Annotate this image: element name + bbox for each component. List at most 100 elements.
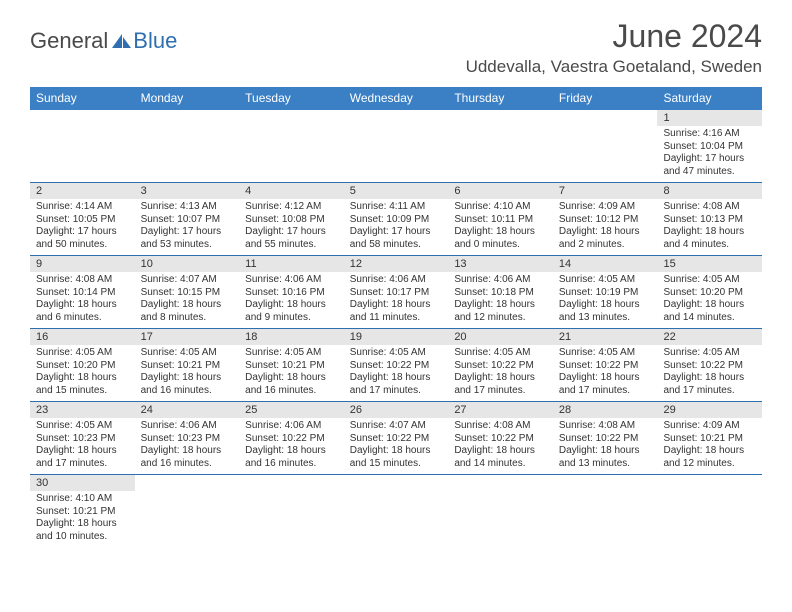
weekday-header: Thursday	[448, 87, 553, 110]
daylight-text: Daylight: 17 hours and 50 minutes.	[36, 226, 129, 251]
week-row: 2345678Sunrise: 4:14 AMSunset: 10:05 PMD…	[30, 183, 762, 256]
sunrise-text: Sunrise: 4:08 AM	[663, 201, 756, 214]
day-number: 7	[553, 183, 658, 199]
brand-text-1: General	[30, 28, 108, 54]
sunset-text: Sunset: 10:11 PM	[454, 214, 547, 227]
day-details: Sunrise: 4:09 AMSunset: 10:12 PMDaylight…	[553, 199, 658, 255]
weekday-header: Monday	[135, 87, 240, 110]
sunset-text: Sunset: 10:22 PM	[663, 360, 756, 373]
day-details: Sunrise: 4:05 AMSunset: 10:22 PMDaylight…	[553, 345, 658, 401]
details-row: Sunrise: 4:08 AMSunset: 10:14 PMDaylight…	[30, 272, 762, 328]
daylight-text: Daylight: 18 hours and 16 minutes.	[141, 445, 234, 470]
sunset-text: Sunset: 10:23 PM	[36, 433, 129, 446]
day-details: Sunrise: 4:11 AMSunset: 10:09 PMDaylight…	[344, 199, 449, 255]
day-number: 17	[135, 329, 240, 345]
day-details	[30, 126, 135, 182]
daylight-text: Daylight: 18 hours and 8 minutes.	[141, 299, 234, 324]
daylight-text: Daylight: 18 hours and 13 minutes.	[559, 299, 652, 324]
sunrise-text: Sunrise: 4:06 AM	[245, 274, 338, 287]
sunset-text: Sunset: 10:21 PM	[245, 360, 338, 373]
daylight-text: Daylight: 18 hours and 12 minutes.	[663, 445, 756, 470]
day-number: 25	[239, 402, 344, 418]
sunrise-text: Sunrise: 4:12 AM	[245, 201, 338, 214]
daylight-text: Daylight: 18 hours and 12 minutes.	[454, 299, 547, 324]
week-row: 16171819202122Sunrise: 4:05 AMSunset: 10…	[30, 329, 762, 402]
day-details: Sunrise: 4:06 AMSunset: 10:23 PMDaylight…	[135, 418, 240, 474]
sunrise-text: Sunrise: 4:09 AM	[663, 420, 756, 433]
sunrise-text: Sunrise: 4:05 AM	[559, 274, 652, 287]
day-number	[657, 475, 762, 491]
day-number: 15	[657, 256, 762, 272]
daylight-text: Daylight: 18 hours and 4 minutes.	[663, 226, 756, 251]
page: General Blue June 2024 Uddevalla, Vaestr…	[0, 0, 792, 547]
daylight-text: Daylight: 17 hours and 55 minutes.	[245, 226, 338, 251]
day-number: 24	[135, 402, 240, 418]
calendar: SundayMondayTuesdayWednesdayThursdayFrid…	[30, 87, 762, 547]
day-details: Sunrise: 4:06 AMSunset: 10:17 PMDaylight…	[344, 272, 449, 328]
details-row: Sunrise: 4:05 AMSunset: 10:23 PMDaylight…	[30, 418, 762, 474]
day-number	[344, 475, 449, 491]
sunrise-text: Sunrise: 4:05 AM	[36, 347, 129, 360]
day-number: 27	[448, 402, 553, 418]
day-details	[239, 491, 344, 547]
sunset-text: Sunset: 10:18 PM	[454, 287, 547, 300]
day-details: Sunrise: 4:13 AMSunset: 10:07 PMDaylight…	[135, 199, 240, 255]
daynum-row: 23242526272829	[30, 402, 762, 418]
day-details	[239, 126, 344, 182]
sunset-text: Sunset: 10:23 PM	[141, 433, 234, 446]
weekday-header-row: SundayMondayTuesdayWednesdayThursdayFrid…	[30, 87, 762, 110]
sunrise-text: Sunrise: 4:06 AM	[245, 420, 338, 433]
day-number: 4	[239, 183, 344, 199]
sunrise-text: Sunrise: 4:14 AM	[36, 201, 129, 214]
day-details: Sunrise: 4:08 AMSunset: 10:14 PMDaylight…	[30, 272, 135, 328]
details-row: Sunrise: 4:05 AMSunset: 10:20 PMDaylight…	[30, 345, 762, 401]
daylight-text: Daylight: 18 hours and 2 minutes.	[559, 226, 652, 251]
day-number	[135, 110, 240, 126]
sunset-text: Sunset: 10:19 PM	[559, 287, 652, 300]
sunrise-text: Sunrise: 4:06 AM	[454, 274, 547, 287]
day-number: 22	[657, 329, 762, 345]
day-details	[344, 491, 449, 547]
sunset-text: Sunset: 10:22 PM	[559, 360, 652, 373]
weekday-header: Tuesday	[239, 87, 344, 110]
day-number: 20	[448, 329, 553, 345]
daylight-text: Daylight: 18 hours and 17 minutes.	[36, 445, 129, 470]
daylight-text: Daylight: 18 hours and 16 minutes.	[141, 372, 234, 397]
sunrise-text: Sunrise: 4:16 AM	[663, 128, 756, 141]
details-row: Sunrise: 4:16 AMSunset: 10:04 PMDaylight…	[30, 126, 762, 182]
day-details	[135, 126, 240, 182]
daylight-text: Daylight: 18 hours and 11 minutes.	[350, 299, 443, 324]
weekday-header: Friday	[553, 87, 658, 110]
sunset-text: Sunset: 10:21 PM	[141, 360, 234, 373]
daylight-text: Daylight: 18 hours and 6 minutes.	[36, 299, 129, 324]
day-details	[553, 491, 658, 547]
daynum-row: 30	[30, 475, 762, 491]
day-details: Sunrise: 4:08 AMSunset: 10:22 PMDaylight…	[448, 418, 553, 474]
sunset-text: Sunset: 10:15 PM	[141, 287, 234, 300]
day-number	[553, 110, 658, 126]
sunrise-text: Sunrise: 4:07 AM	[350, 420, 443, 433]
sunset-text: Sunset: 10:09 PM	[350, 214, 443, 227]
sunrise-text: Sunrise: 4:05 AM	[350, 347, 443, 360]
sunrise-text: Sunrise: 4:05 AM	[36, 420, 129, 433]
day-number: 23	[30, 402, 135, 418]
sunset-text: Sunset: 10:20 PM	[663, 287, 756, 300]
details-row: Sunrise: 4:14 AMSunset: 10:05 PMDaylight…	[30, 199, 762, 255]
weekday-header: Saturday	[657, 87, 762, 110]
sunset-text: Sunset: 10:22 PM	[350, 433, 443, 446]
day-details	[553, 126, 658, 182]
day-details: Sunrise: 4:16 AMSunset: 10:04 PMDaylight…	[657, 126, 762, 182]
daylight-text: Daylight: 17 hours and 53 minutes.	[141, 226, 234, 251]
sunrise-text: Sunrise: 4:05 AM	[559, 347, 652, 360]
sunset-text: Sunset: 10:12 PM	[559, 214, 652, 227]
day-details	[344, 126, 449, 182]
sunrise-text: Sunrise: 4:05 AM	[454, 347, 547, 360]
day-number: 9	[30, 256, 135, 272]
daylight-text: Daylight: 18 hours and 16 minutes.	[245, 445, 338, 470]
sunrise-text: Sunrise: 4:07 AM	[141, 274, 234, 287]
day-number: 28	[553, 402, 658, 418]
sunrise-text: Sunrise: 4:08 AM	[559, 420, 652, 433]
sunrise-text: Sunrise: 4:06 AM	[350, 274, 443, 287]
day-number: 12	[344, 256, 449, 272]
day-number: 11	[239, 256, 344, 272]
